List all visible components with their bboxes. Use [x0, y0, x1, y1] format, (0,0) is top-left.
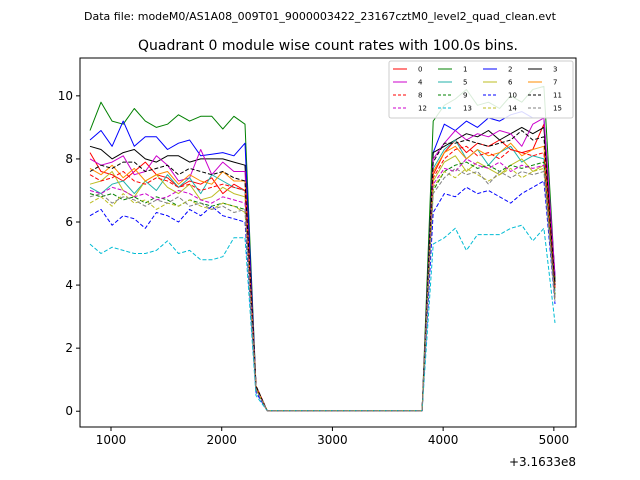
legend-label-0: 0 [418, 66, 422, 74]
y-tick-label: 4 [65, 278, 73, 292]
legend-label-4: 4 [418, 79, 423, 87]
legend-label-11: 11 [553, 92, 562, 100]
x-tick-label: 4000 [428, 433, 459, 447]
plot-lines [89, 85, 556, 412]
y-tick-label: 10 [58, 89, 73, 103]
legend-label-15: 15 [553, 105, 562, 113]
legend-label-3: 3 [553, 66, 557, 74]
legend-label-8: 8 [418, 92, 422, 100]
figure-suptitle: Data file: modeM0/AS1A08_009T01_90000034… [84, 10, 557, 23]
legend-label-10: 10 [508, 92, 517, 100]
legend-label-9: 9 [463, 92, 467, 100]
y-tick-label: 0 [65, 404, 73, 418]
y-tick-label: 8 [65, 152, 73, 166]
legend-label-12: 12 [418, 105, 427, 113]
legend-label-1: 1 [463, 66, 467, 74]
x-tick-label: 3000 [317, 433, 348, 447]
y-tick-label: 2 [65, 341, 73, 355]
x-tick-label: 1000 [96, 433, 127, 447]
y-axis: 0 2 4 6 8 10 [58, 89, 80, 418]
series-line-8 [89, 145, 556, 412]
x-offset-label: +3.1633e8 [509, 455, 576, 469]
x-tick-label: 2000 [206, 433, 237, 447]
legend-label-5: 5 [463, 79, 467, 87]
y-tick-label: 6 [65, 215, 73, 229]
legend-label-7: 7 [553, 79, 557, 87]
x-axis: 1000 2000 3000 4000 5000 [96, 427, 569, 447]
legend-label-13: 13 [463, 105, 472, 113]
x-tick-label: 5000 [539, 433, 570, 447]
series-line-15 [89, 167, 556, 412]
legend-label-6: 6 [508, 79, 513, 87]
legend-label-2: 2 [508, 66, 512, 74]
series-line-13 [89, 224, 556, 412]
legend-frame [388, 60, 574, 119]
chart-title: Quadrant 0 module wise count rates with … [138, 38, 518, 54]
legend-label-14: 14 [508, 105, 517, 113]
plot-frame [79, 57, 577, 428]
